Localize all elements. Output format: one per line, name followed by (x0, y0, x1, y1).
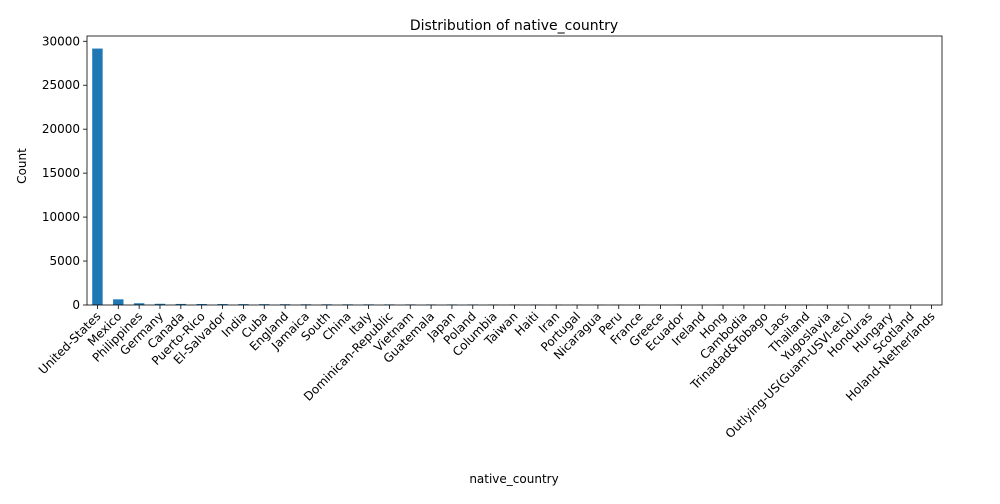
chart-title: Distribution of native_country (410, 18, 618, 34)
bar-mexico (113, 299, 123, 305)
y-axis-label: Count (15, 148, 29, 184)
y-axis: 0 5000 10000 15000 20000 25000 30000 (42, 34, 87, 312)
bar-united-states (92, 49, 102, 305)
y-tick-label: 10000 (42, 210, 80, 224)
x-axis: United-StatesMexicoPhilippinesGermanyCan… (36, 305, 938, 441)
y-tick-label: 30000 (42, 34, 80, 48)
plot-frame (87, 36, 942, 305)
y-tick-label: 15000 (42, 166, 80, 180)
y-tick-label: 20000 (42, 122, 80, 136)
x-axis-label: native_country (469, 472, 558, 486)
y-tick-label: 25000 (42, 78, 80, 92)
y-tick-label: 0 (72, 298, 80, 312)
bars-group (92, 49, 937, 305)
y-tick-label: 5000 (49, 254, 80, 268)
